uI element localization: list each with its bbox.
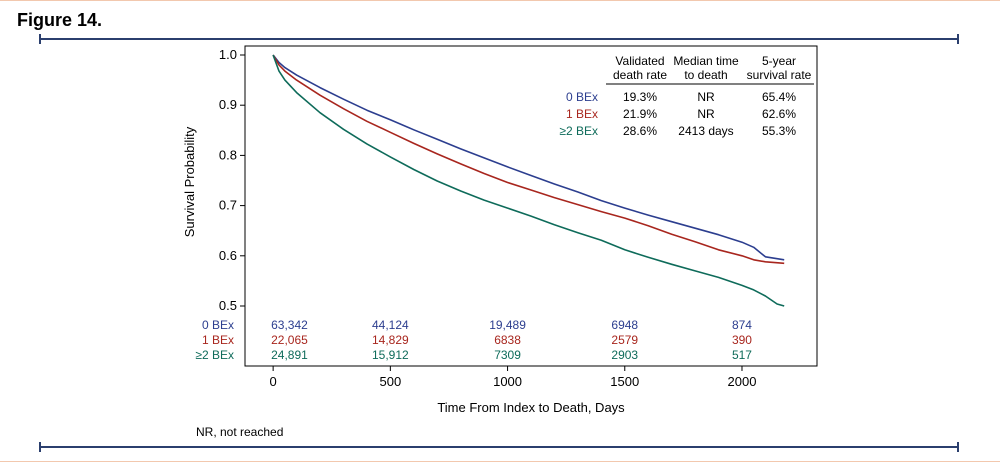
at-risk-row-label: 1 BEx bbox=[202, 333, 234, 347]
at-risk-value: 24,891 bbox=[271, 348, 308, 362]
top-rule-right-cap bbox=[957, 34, 959, 44]
at-risk-value: 6948 bbox=[611, 318, 638, 332]
series-layer bbox=[272, 54, 785, 307]
at-risk-value: 2579 bbox=[611, 333, 638, 347]
table-header-line1: Median time bbox=[673, 54, 739, 68]
at-risk-value: 2903 bbox=[611, 348, 638, 362]
table-cell: 55.3% bbox=[762, 124, 796, 138]
at-risk-value: 22,065 bbox=[271, 333, 308, 347]
at-risk-value: 6838 bbox=[494, 333, 521, 347]
bottom-rule-right-cap bbox=[957, 442, 959, 452]
table-cell: 19.3% bbox=[623, 90, 657, 104]
table-cell: 62.6% bbox=[762, 107, 796, 121]
x-axis-label: Time From Index to Death, Days bbox=[437, 400, 625, 415]
at-risk-value: 19,489 bbox=[489, 318, 526, 332]
at-risk-value: 63,342 bbox=[271, 318, 308, 332]
at-risk-value: 390 bbox=[732, 333, 752, 347]
figure-title: Figure 14. bbox=[17, 10, 103, 30]
table-row-label: 0 BEx bbox=[566, 90, 598, 104]
table-cell: 65.4% bbox=[762, 90, 796, 104]
table-header-line1: Validated bbox=[615, 54, 664, 68]
table-cell: 28.6% bbox=[623, 124, 657, 138]
top-rule-left-cap bbox=[39, 34, 41, 44]
table-cell: 21.9% bbox=[623, 107, 657, 121]
at-risk-row-label: ≥2 BEx bbox=[195, 348, 234, 362]
table-header-line1: 5-year bbox=[762, 54, 796, 68]
x-tick-label: 0 bbox=[270, 374, 277, 389]
y-tick-label: 0.9 bbox=[219, 97, 237, 112]
bottom-rule-left-cap bbox=[39, 442, 41, 452]
y-tick-label: 0.6 bbox=[219, 248, 237, 263]
table-row-label: ≥2 BEx bbox=[559, 124, 598, 138]
y-axis: 0.5 0.6 0.7 0.8 0.9 1.0 bbox=[219, 47, 245, 313]
table-cell: NR bbox=[697, 107, 715, 121]
table-header-line2: death rate bbox=[613, 68, 667, 82]
table-header-line2: survival rate bbox=[747, 68, 812, 82]
table-header-line2: to death bbox=[684, 68, 727, 82]
bottom-rule bbox=[40, 446, 958, 448]
y-tick-label: 1.0 bbox=[219, 47, 237, 62]
survival-curve-1 bbox=[272, 54, 785, 265]
at-risk-value: 874 bbox=[732, 318, 752, 332]
survival-curve-2 bbox=[272, 54, 785, 307]
at-risk-table: 0 BEx 63,342 44,124 19,489 6948 874 1 BEx 22,06… bbox=[195, 318, 752, 362]
y-tick-label: 0.7 bbox=[219, 198, 237, 213]
survival-curve-0 bbox=[272, 54, 785, 261]
x-tick-label: 1500 bbox=[610, 374, 639, 389]
top-rule bbox=[40, 38, 958, 40]
y-tick-label: 0.8 bbox=[219, 147, 237, 162]
table-row-label: 1 BEx bbox=[566, 107, 598, 121]
at-risk-value: 7309 bbox=[494, 348, 521, 362]
at-risk-value: 44,124 bbox=[372, 318, 409, 332]
table-cell: 2413 days bbox=[678, 124, 733, 138]
y-tick-label: 0.5 bbox=[219, 298, 237, 313]
x-tick-label: 500 bbox=[379, 374, 401, 389]
at-risk-value: 15,912 bbox=[372, 348, 409, 362]
footnote: NR, not reached bbox=[196, 425, 284, 439]
table-cell: NR bbox=[697, 90, 715, 104]
x-axis: 0 500 1000 1500 2000 bbox=[270, 366, 757, 389]
at-risk-value: 14,829 bbox=[372, 333, 409, 347]
y-axis-label: Survival Probability bbox=[182, 126, 197, 237]
top-frame-line bbox=[0, 0, 1000, 1]
at-risk-value: 517 bbox=[732, 348, 752, 362]
at-risk-row-label: 0 BEx bbox=[202, 318, 234, 332]
x-tick-label: 1000 bbox=[493, 374, 522, 389]
x-tick-label: 2000 bbox=[728, 374, 757, 389]
